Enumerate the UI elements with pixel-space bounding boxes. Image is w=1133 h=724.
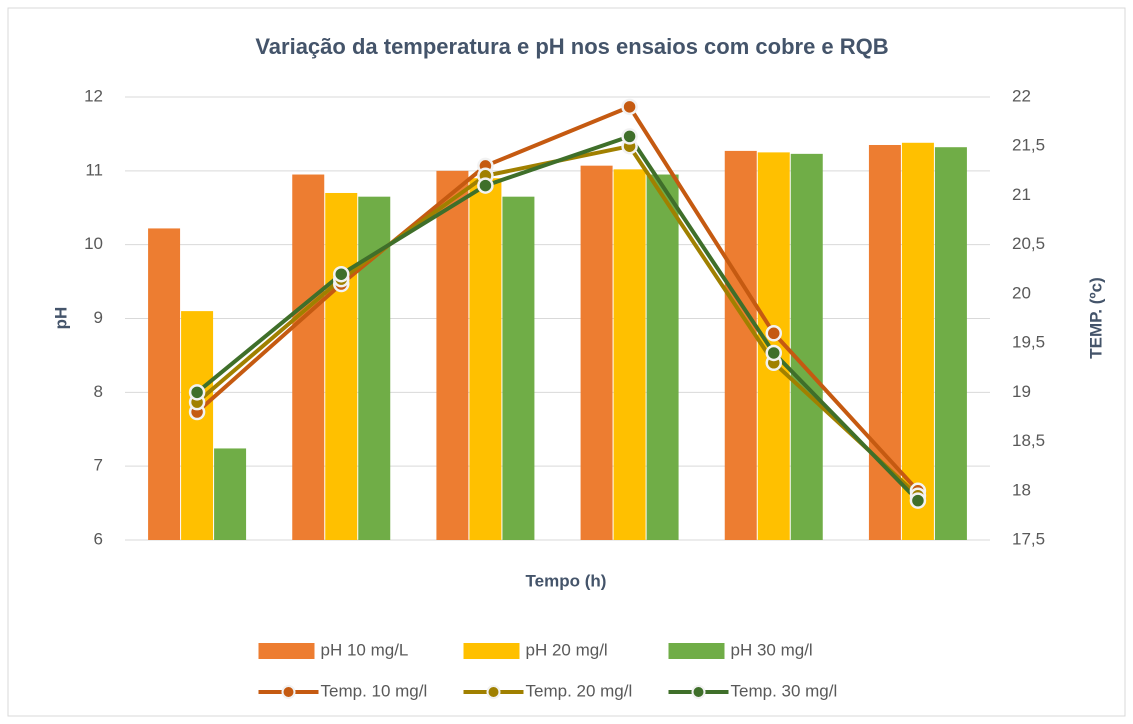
y2-tick-label: 18,5	[1012, 431, 1045, 450]
marker	[621, 98, 638, 116]
marker	[333, 265, 350, 283]
legend-marker	[486, 685, 501, 699]
legend-marker	[281, 685, 296, 699]
y2-tick-label: 20,5	[1012, 234, 1045, 253]
y2-tick-label: 19,5	[1012, 333, 1045, 352]
y-tick-label: 6	[94, 529, 103, 548]
bar	[181, 311, 214, 540]
bar	[580, 165, 613, 541]
y2-axis-title: TEMP. (ºc)	[1086, 277, 1105, 358]
y-axis-title: pH	[51, 307, 70, 330]
legend-label: Temp. 20 mg/l	[526, 681, 633, 700]
bar	[613, 169, 646, 540]
y-tick-label: 10	[84, 234, 103, 253]
bar	[646, 174, 679, 540]
bar	[901, 142, 934, 540]
marker	[765, 325, 782, 342]
y2-tick-label: 21,5	[1012, 136, 1045, 155]
y2-tick-label: 21	[1012, 185, 1031, 204]
legend-swatch	[463, 643, 520, 659]
bar	[436, 170, 469, 541]
bar	[148, 228, 181, 540]
line	[195, 104, 920, 493]
bar	[724, 150, 757, 541]
legend-swatch	[668, 643, 725, 659]
y2-tick-label: 18	[1012, 480, 1031, 499]
y2-tick-label: 19	[1012, 382, 1031, 401]
y2-tick-label: 22	[1012, 86, 1031, 105]
y-tick-label: 12	[84, 86, 103, 105]
chart-title: Variação da temperatura e pH nos ensaios…	[255, 34, 888, 59]
bar	[502, 196, 535, 541]
legend-label: pH 20 mg/l	[526, 640, 608, 659]
marker	[765, 344, 782, 362]
marker	[477, 177, 494, 194]
bar	[214, 448, 247, 540]
bar	[325, 192, 358, 540]
bar	[469, 178, 502, 540]
marker	[621, 128, 638, 145]
line	[195, 134, 920, 503]
legend-label: Temp. 30 mg/l	[731, 681, 838, 700]
marker	[188, 384, 206, 401]
legend-label: pH 30 mg/l	[731, 640, 813, 659]
bar	[292, 174, 325, 540]
y2-tick-label: 17,5	[1012, 529, 1045, 548]
y-tick-label: 7	[94, 456, 103, 475]
x-axis-title: Tempo (h)	[526, 571, 607, 590]
bar	[790, 153, 823, 540]
marker	[909, 492, 927, 509]
legend-label: Temp. 10 mg/l	[321, 681, 428, 700]
bar	[934, 147, 967, 540]
legend-swatch	[258, 643, 315, 659]
y-tick-label: 11	[85, 160, 103, 179]
legend-label: pH 10 mg/L	[321, 640, 409, 659]
y2-tick-label: 20	[1012, 283, 1031, 302]
y-tick-label: 8	[94, 382, 103, 401]
y-tick-label: 9	[94, 308, 103, 327]
legend-marker	[691, 685, 706, 699]
